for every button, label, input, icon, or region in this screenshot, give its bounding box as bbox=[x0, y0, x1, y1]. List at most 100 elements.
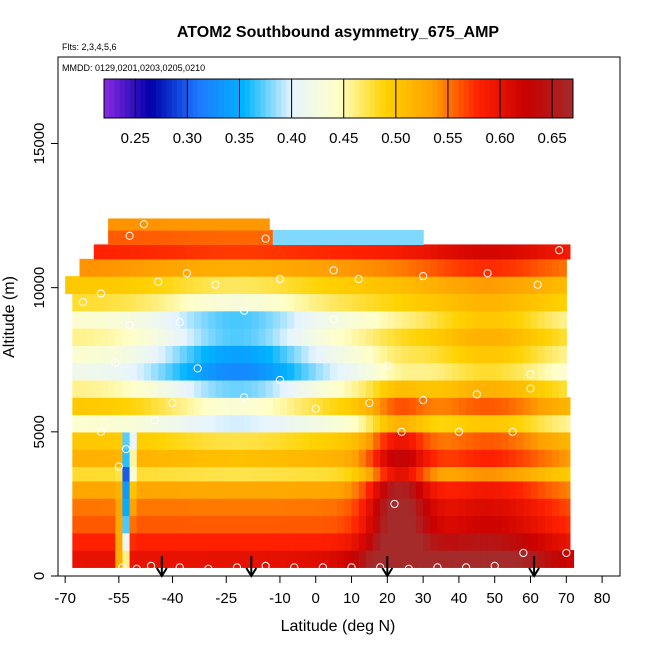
heatmap-cell bbox=[86, 276, 95, 295]
heatmap-cell bbox=[215, 431, 224, 450]
heatmap-cell bbox=[79, 431, 88, 450]
heatmap-cell bbox=[287, 397, 295, 416]
heatmap-cell bbox=[287, 345, 295, 364]
heatmap-cell bbox=[265, 480, 274, 499]
heatmap-cell bbox=[551, 328, 560, 346]
heatmap-cell bbox=[458, 431, 467, 450]
heatmap-cell bbox=[251, 431, 260, 450]
heatmap-cell bbox=[136, 310, 145, 329]
heatmap-cell bbox=[401, 345, 410, 364]
heatmap-cell bbox=[272, 362, 281, 381]
heatmap-cell bbox=[444, 449, 453, 468]
heatmap-cell bbox=[272, 328, 281, 346]
heatmap-cell bbox=[194, 397, 202, 416]
heatmap-cell bbox=[236, 362, 245, 381]
heatmap-cell bbox=[194, 230, 202, 246]
heatmap-cell bbox=[523, 449, 532, 468]
heatmap-cell bbox=[387, 362, 396, 381]
heatmap-cell bbox=[236, 515, 245, 534]
heatmap-cell bbox=[516, 397, 524, 416]
heatmap-cell bbox=[287, 431, 295, 450]
heatmap-cell bbox=[236, 310, 245, 329]
colorbar-segment bbox=[401, 79, 407, 118]
heatmap-cell bbox=[136, 244, 145, 260]
heatmap-cell bbox=[437, 258, 446, 277]
heatmap-cell bbox=[294, 466, 303, 482]
heatmap-cell bbox=[229, 362, 238, 381]
heatmap-cell bbox=[415, 449, 424, 468]
heatmap-cell bbox=[136, 449, 145, 468]
heatmap-cell bbox=[365, 379, 374, 398]
heatmap-cell bbox=[308, 244, 317, 260]
heatmap-cell bbox=[251, 218, 260, 231]
heatmap-cell bbox=[194, 293, 202, 312]
colorbar-segment bbox=[427, 79, 433, 118]
heatmap-cell bbox=[201, 276, 209, 295]
heatmap-cell bbox=[444, 414, 453, 433]
heatmap-cell bbox=[365, 276, 374, 295]
heatmap-cell bbox=[251, 293, 260, 312]
sample-point bbox=[261, 561, 270, 571]
sample-point bbox=[390, 499, 399, 509]
heatmap-cell bbox=[380, 258, 388, 277]
heatmap-cell bbox=[301, 431, 310, 450]
heatmap-cell bbox=[279, 431, 288, 450]
heatmap-cell bbox=[358, 362, 367, 381]
sample-point bbox=[519, 548, 528, 558]
heatmap-cell bbox=[108, 532, 116, 551]
heatmap-cell bbox=[487, 550, 496, 568]
heatmap-cell bbox=[229, 431, 238, 450]
heatmap-cell bbox=[151, 480, 159, 499]
heatmap-cell bbox=[423, 515, 431, 534]
heatmap-cell bbox=[265, 414, 274, 433]
flights-label: Flts: 2,3,4,5,6 bbox=[62, 42, 117, 52]
heatmap-cell bbox=[387, 414, 396, 433]
heatmap-cell bbox=[129, 431, 138, 450]
heatmap-cell bbox=[530, 328, 539, 346]
heatmap-cell bbox=[308, 498, 317, 517]
x-tick-label: -40 bbox=[162, 590, 184, 607]
colorbar-segment bbox=[135, 79, 141, 118]
heatmap-cell bbox=[72, 293, 81, 312]
x-tick-label: 50 bbox=[486, 590, 503, 607]
heatmap-cell bbox=[430, 328, 439, 346]
heatmap-cell bbox=[315, 230, 324, 246]
heatmap-cell bbox=[179, 258, 188, 277]
heatmap bbox=[65, 218, 575, 568]
heatmap-cell bbox=[308, 379, 317, 398]
heatmap-cell bbox=[265, 532, 274, 551]
heatmap-cell bbox=[143, 379, 152, 398]
sample-point bbox=[232, 563, 242, 572]
heatmap-cell bbox=[351, 550, 360, 568]
heatmap-cell bbox=[129, 345, 138, 364]
colorbar-tick-label: 0.25 bbox=[121, 130, 150, 147]
sample-point bbox=[508, 427, 517, 436]
heatmap-cell bbox=[394, 244, 403, 260]
heatmap-cell bbox=[387, 532, 396, 551]
sample-point bbox=[318, 563, 327, 572]
heatmap-cell bbox=[330, 258, 338, 277]
heatmap-cell bbox=[401, 498, 410, 517]
heatmap-cell bbox=[236, 449, 245, 468]
heatmap-cell bbox=[115, 515, 124, 534]
heatmap-cell bbox=[129, 230, 138, 246]
heatmap-cell bbox=[158, 244, 166, 260]
sample-point bbox=[354, 274, 363, 284]
heatmap-cell bbox=[537, 345, 546, 364]
heatmap-cell bbox=[530, 480, 539, 499]
heatmap-cell bbox=[408, 379, 417, 398]
heatmap-cell bbox=[165, 449, 174, 468]
heatmap-cell bbox=[244, 258, 252, 277]
heatmap-cell bbox=[430, 258, 439, 277]
sample-point bbox=[397, 427, 406, 436]
heatmap-cell bbox=[301, 230, 310, 246]
heatmap-cell bbox=[415, 230, 424, 246]
heatmap-cell bbox=[466, 362, 474, 381]
heatmap-cell bbox=[86, 379, 95, 398]
colorbar-segment bbox=[270, 79, 277, 118]
heatmap-cell bbox=[115, 397, 124, 416]
heatmap-cell bbox=[244, 345, 252, 364]
heatmap-cell bbox=[373, 466, 381, 482]
heatmap-cell bbox=[466, 498, 474, 517]
colorbar-segment bbox=[505, 79, 511, 118]
